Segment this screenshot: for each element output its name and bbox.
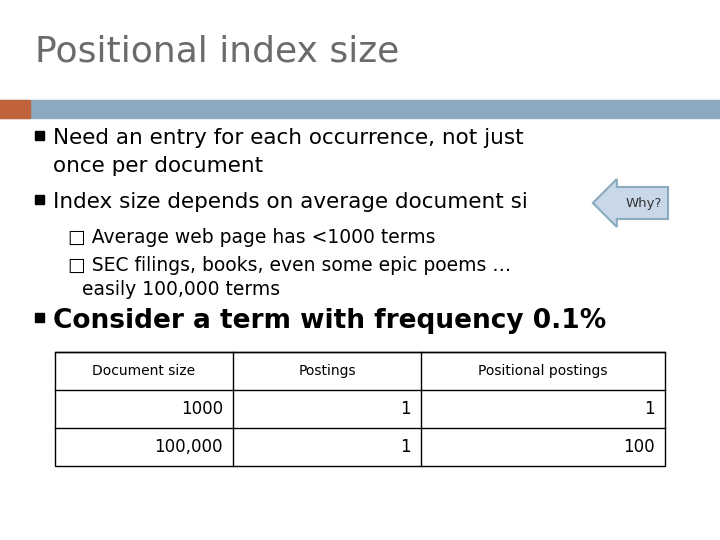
- FancyBboxPatch shape: [593, 179, 668, 227]
- Text: Consider a term with frequency 0.1%: Consider a term with frequency 0.1%: [53, 308, 606, 334]
- Text: □ SEC filings, books, even some epic poems …: □ SEC filings, books, even some epic poe…: [68, 256, 511, 275]
- Text: 100,000: 100,000: [155, 438, 223, 456]
- Bar: [0, 100, 720, 118]
- Text: 1: 1: [644, 400, 655, 418]
- Bar: [0, 100, 30, 118]
- Text: Need an entry for each occurrence, not just: Need an entry for each occurrence, not j…: [53, 128, 523, 148]
- Text: □ Average web page has <1000 terms: □ Average web page has <1000 terms: [68, 228, 436, 247]
- Text: Positional index size: Positional index size: [35, 35, 400, 69]
- Bar: [35, 131, 44, 140]
- Text: Postings: Postings: [298, 364, 356, 378]
- Text: Index size depends on average document si: Index size depends on average document s…: [53, 192, 528, 212]
- Bar: [35, 195, 44, 204]
- Text: Document size: Document size: [92, 364, 196, 378]
- Bar: [35, 313, 44, 322]
- Text: 1000: 1000: [181, 400, 223, 418]
- Text: once per document: once per document: [53, 156, 263, 176]
- Text: 1: 1: [400, 438, 411, 456]
- Text: easily 100,000 terms: easily 100,000 terms: [82, 280, 280, 299]
- Bar: [55, 352, 665, 466]
- Text: Why?: Why?: [626, 197, 662, 210]
- Text: 100: 100: [624, 438, 655, 456]
- Text: 1: 1: [400, 400, 411, 418]
- Text: Positional postings: Positional postings: [478, 364, 608, 378]
